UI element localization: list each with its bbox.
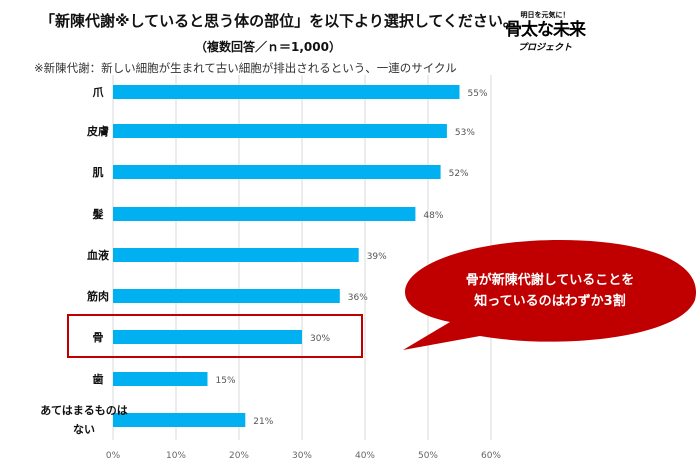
x-tick-label: 20% (229, 451, 249, 461)
value-label: 21% (253, 417, 273, 427)
value-label: 36% (348, 293, 368, 303)
category-label: 爪 (93, 86, 105, 99)
x-tick-label: 10% (166, 451, 186, 461)
chart-subtitle: （複数回答／ｎ＝1,000） (195, 40, 341, 54)
value-label: 15% (216, 376, 236, 386)
logo-big-text: 骨太な未来 (505, 20, 586, 40)
value-label: 48% (423, 211, 443, 221)
project-logo: 明日を元気に！ 骨太な未来 プロジェクト (505, 10, 586, 72)
value-label: 53% (455, 128, 475, 138)
value-label: 39% (367, 252, 387, 262)
x-tick-label: 30% (292, 451, 312, 461)
callout-line-1: 骨が新陳代謝していることを (465, 273, 635, 288)
bar (113, 289, 340, 303)
bar (113, 330, 302, 344)
bar (113, 372, 208, 386)
chart-title: 「新陳代謝※していると思う体の部位」を以下より選択してください。 (40, 12, 518, 30)
callout-bubble (403, 240, 697, 350)
category-label: 骨 (93, 331, 104, 344)
x-tick-label: 50% (418, 451, 438, 461)
bar (113, 248, 359, 262)
logo-small-text: 明日を元気に！ (520, 11, 570, 19)
category-label: 肌 (92, 165, 104, 179)
value-label: 52% (449, 169, 469, 179)
x-tick-label: 0% (106, 451, 121, 461)
category-label: ない (73, 423, 95, 436)
bar (113, 124, 447, 138)
value-label: 30% (310, 334, 330, 344)
bar (113, 413, 246, 427)
highlight-box (67, 314, 363, 358)
category-label: 髪 (92, 207, 104, 221)
x-tick-label: 40% (355, 451, 375, 461)
callout-line-2: 知っているのはわずか3割 (474, 294, 626, 309)
category-label: 筋肉 (86, 289, 109, 303)
bar (113, 207, 416, 221)
logo-sub-text: プロジェクト (517, 43, 572, 53)
x-tick-label: 60% (481, 451, 501, 461)
category-label: 皮膚 (86, 124, 109, 138)
callout-text: 骨が新陳代謝していることを 知っているのはわずか3割 (420, 270, 680, 312)
bar (113, 165, 441, 179)
value-label: 55% (468, 89, 488, 99)
category-label: あてはまるものは (40, 404, 128, 417)
bar (113, 85, 460, 99)
category-label: 血液 (87, 248, 110, 262)
chart-note: ※新陳代謝：新しい細胞が生まれて古い細胞が排出されるという、一連のサイクル (34, 61, 457, 75)
category-label: 歯 (93, 372, 104, 386)
